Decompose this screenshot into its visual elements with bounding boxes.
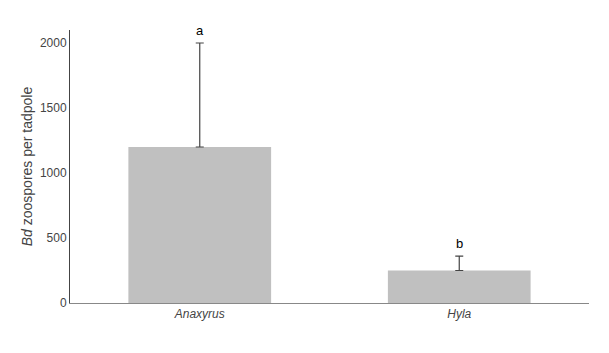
svg-text:Bd zoospores per tadpole: Bd zoospores per tadpole <box>19 87 35 247</box>
svg-text:0: 0 <box>60 296 67 310</box>
svg-text:a: a <box>196 23 204 38</box>
svg-text:Hyla: Hyla <box>447 307 471 321</box>
svg-text:1500: 1500 <box>40 101 67 115</box>
svg-text:500: 500 <box>47 231 67 245</box>
svg-text:b: b <box>456 236 463 251</box>
svg-text:1000: 1000 <box>40 166 67 180</box>
svg-text:Anaxyrus: Anaxyrus <box>174 307 225 321</box>
svg-text:2000: 2000 <box>40 36 67 50</box>
